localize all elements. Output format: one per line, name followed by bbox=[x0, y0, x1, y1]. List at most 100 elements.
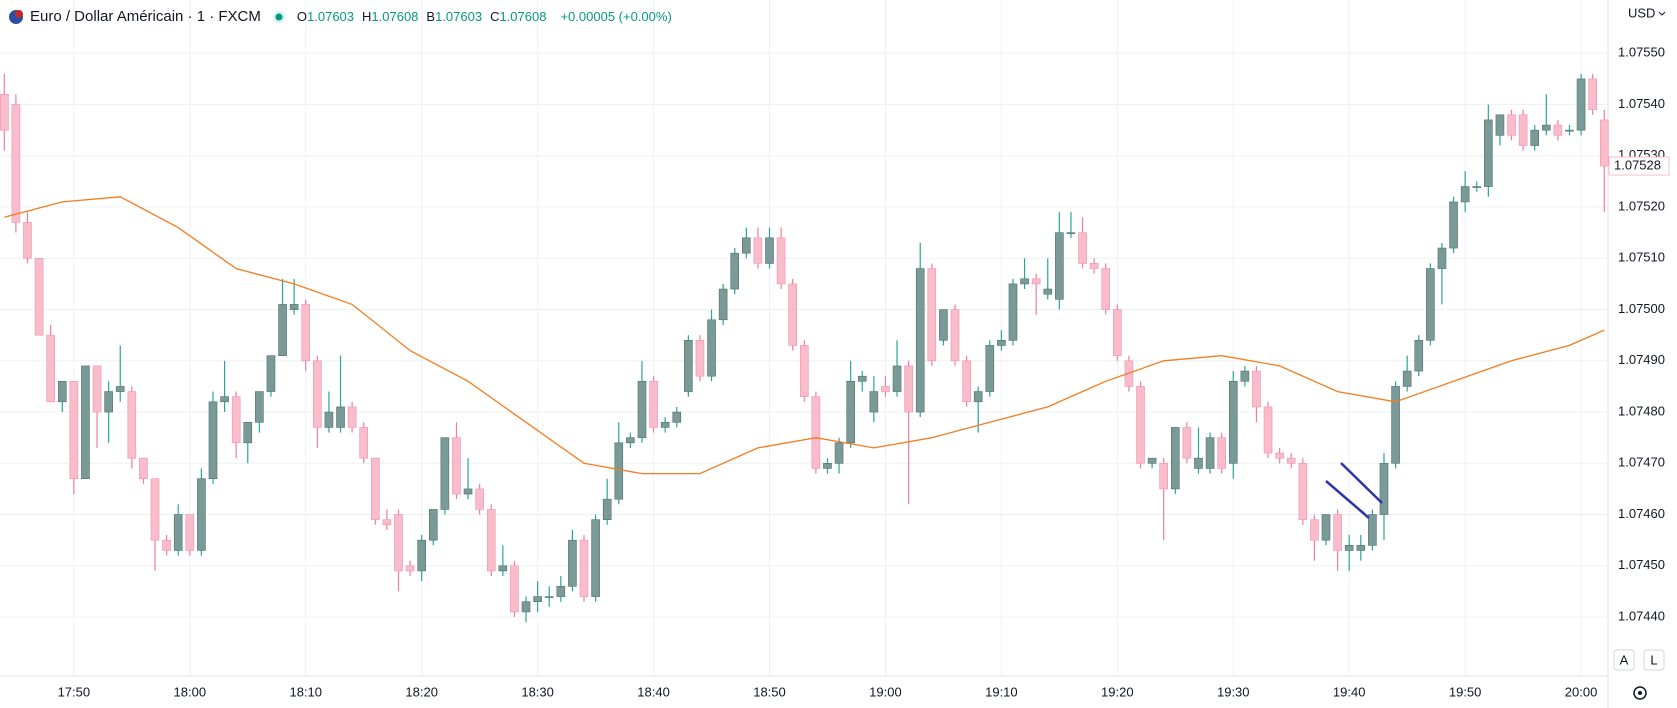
candle-body bbox=[1472, 186, 1482, 188]
drawing-line bbox=[1325, 480, 1370, 519]
candle-body bbox=[788, 283, 797, 346]
candle-body bbox=[1043, 288, 1053, 295]
candle-body bbox=[185, 514, 195, 551]
y-tick-label: 1.07520 bbox=[1618, 198, 1665, 213]
candle-body bbox=[1484, 119, 1493, 187]
candle-body bbox=[753, 237, 763, 264]
x-tick-label: 19:20 bbox=[1101, 684, 1134, 699]
candle-body bbox=[1495, 114, 1505, 136]
candle-body bbox=[92, 365, 102, 413]
candle-body bbox=[371, 457, 380, 520]
candle-body bbox=[1020, 278, 1029, 285]
candle-body bbox=[289, 304, 299, 310]
candle-body bbox=[1368, 514, 1377, 546]
x-tick-label: 20:00 bbox=[1565, 684, 1598, 699]
y-tick-label: 1.07450 bbox=[1618, 557, 1665, 572]
candle-body bbox=[428, 509, 438, 541]
scale-button[interactable]: L bbox=[1650, 652, 1657, 667]
y-tick-label: 1.07440 bbox=[1618, 608, 1665, 623]
candle-body bbox=[57, 381, 67, 403]
candle-body bbox=[649, 381, 658, 428]
settings-icon-dot bbox=[1638, 691, 1642, 695]
candle-body bbox=[1599, 119, 1609, 167]
candle-body bbox=[1402, 370, 1412, 387]
candle-body bbox=[881, 386, 890, 392]
legend-value: 1.07603 bbox=[307, 9, 355, 24]
candle-body bbox=[811, 396, 821, 469]
settings-icon[interactable] bbox=[1633, 686, 1647, 700]
candle-body bbox=[521, 601, 531, 613]
legend-value: 1.07608 bbox=[499, 9, 547, 24]
candle-body bbox=[799, 345, 809, 397]
candle-body bbox=[973, 391, 983, 403]
candle-body bbox=[1159, 463, 1168, 490]
candle-body bbox=[533, 596, 542, 602]
candle-body bbox=[394, 514, 403, 572]
candle-body bbox=[1275, 452, 1284, 459]
x-tick-label: 18:00 bbox=[174, 684, 207, 699]
candle-body bbox=[46, 334, 55, 403]
candle-body bbox=[162, 539, 171, 551]
market-status bbox=[272, 10, 285, 23]
legend-key: H bbox=[362, 9, 372, 24]
candle-body bbox=[950, 309, 960, 362]
candle-body bbox=[776, 237, 786, 285]
legend-value: 1.07608 bbox=[371, 9, 419, 24]
moving-average bbox=[4, 196, 1605, 475]
drawing-line bbox=[1340, 462, 1383, 504]
scale-button[interactable]: A bbox=[1620, 652, 1629, 667]
candle-body bbox=[1078, 232, 1087, 264]
candle-body bbox=[927, 268, 937, 362]
candle-body bbox=[846, 381, 855, 444]
currency[interactable]: USD bbox=[1628, 5, 1655, 20]
y-tick-label: 1.07510 bbox=[1618, 250, 1665, 265]
candle-body bbox=[1228, 381, 1238, 464]
header: Euro / Dollar Américain · 1 · FXCM O1.07… bbox=[8, 8, 672, 25]
candle-body bbox=[115, 386, 125, 392]
candle-body bbox=[1588, 78, 1597, 110]
candle-body bbox=[556, 586, 566, 597]
candle-body bbox=[718, 288, 728, 321]
x-tick-label: 19:00 bbox=[869, 684, 902, 699]
candle-body bbox=[834, 442, 844, 464]
candle-body bbox=[208, 401, 218, 479]
legend-key: C bbox=[490, 9, 500, 24]
currency-chevron bbox=[1658, 11, 1666, 16]
candle-body bbox=[11, 104, 21, 223]
candle-body bbox=[591, 519, 600, 597]
candle-body bbox=[1553, 124, 1563, 136]
candle-body bbox=[1170, 427, 1180, 490]
candle-body bbox=[869, 391, 879, 413]
candle-body bbox=[1391, 386, 1400, 464]
candle-body bbox=[1101, 268, 1111, 310]
candle-body bbox=[220, 396, 229, 403]
x-tick-label: 19:50 bbox=[1449, 684, 1482, 699]
candle-body bbox=[985, 345, 995, 392]
candle-body bbox=[127, 391, 137, 459]
x-tick-label: 17:50 bbox=[58, 684, 91, 699]
candle-body bbox=[255, 391, 264, 423]
candle-body bbox=[150, 478, 160, 541]
x-tick-label: 18:50 bbox=[753, 684, 786, 699]
candle-body bbox=[892, 365, 902, 392]
x-tick-label: 19:30 bbox=[1217, 684, 1250, 699]
candle-body bbox=[1113, 309, 1122, 356]
candle-body bbox=[1449, 201, 1458, 249]
candle-body bbox=[81, 365, 90, 479]
symbol-title[interactable]: Euro / Dollar Américain · 1 · FXCM bbox=[30, 8, 261, 25]
y-tick-label: 1.07500 bbox=[1618, 301, 1665, 316]
candle-body bbox=[1182, 427, 1192, 459]
legend-key: B bbox=[426, 9, 436, 24]
candle-body bbox=[1217, 437, 1226, 469]
candle-body bbox=[626, 437, 635, 444]
candle-body bbox=[139, 457, 148, 479]
candle-body bbox=[278, 304, 287, 356]
candle-body bbox=[1344, 545, 1354, 551]
y-tick-label: 1.07540 bbox=[1618, 96, 1665, 111]
candle-body bbox=[197, 478, 206, 551]
candle-body bbox=[266, 355, 276, 392]
candle-body bbox=[765, 237, 774, 264]
candle-body bbox=[1240, 370, 1250, 382]
